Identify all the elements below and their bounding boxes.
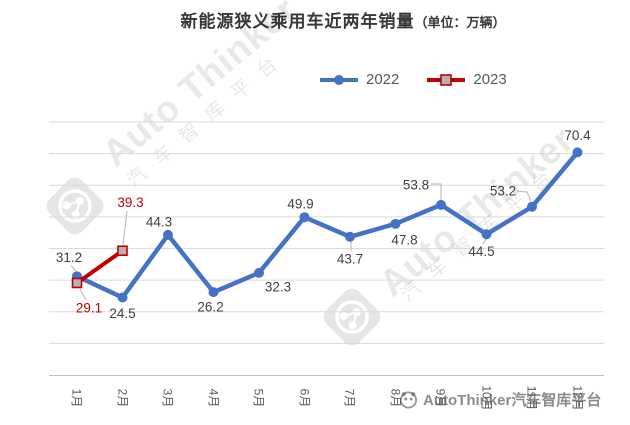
footer-watermark-text: AutoThinker汽车智库平台 bbox=[423, 392, 602, 409]
data-label-2022: 49.9 bbox=[287, 197, 313, 212]
data-label-2022: 47.8 bbox=[391, 232, 417, 247]
data-label-2023: 39.3 bbox=[117, 195, 143, 210]
data-label-2022: 31.2 bbox=[56, 250, 82, 265]
data-label-2022: 70.4 bbox=[564, 128, 591, 143]
footer-watermark: AutoThinker汽车智库平台 bbox=[399, 389, 601, 410]
data-label-2022: 43.7 bbox=[337, 251, 363, 266]
data-label-2022: 26.2 bbox=[197, 300, 223, 315]
data-label-2022: 32.3 bbox=[265, 279, 291, 294]
chart-title: 新能源狭义乘用车近两年销量（单位：万辆） bbox=[0, 7, 630, 32]
legend-label-2023: 2023 bbox=[473, 71, 507, 88]
footer-logo-icon bbox=[400, 391, 417, 409]
x-axis-label: 5月 bbox=[251, 388, 266, 408]
x-axis-label: 1月 bbox=[69, 388, 84, 408]
legend-marker-2022-icon bbox=[320, 74, 358, 85]
legend-item-2022: 2022 bbox=[319, 71, 399, 88]
legend-item-2023: 2023 bbox=[426, 71, 507, 88]
x-axis-label: 3月 bbox=[160, 388, 175, 408]
data-label-2022: 44.5 bbox=[468, 244, 494, 259]
x-axis-label: 6月 bbox=[297, 388, 311, 408]
data-label-2022: 53.2 bbox=[490, 183, 516, 198]
chart-title-main: 新能源狭义乘用车近两年销量 bbox=[180, 12, 415, 32]
legend-marker-2023-icon bbox=[427, 73, 466, 86]
x-axis-label: 4月 bbox=[206, 388, 220, 408]
x-axis-label: 2月 bbox=[115, 388, 129, 408]
legend-label-2022: 2022 bbox=[366, 71, 400, 88]
data-label-2022: 24.5 bbox=[109, 306, 135, 321]
chart-title-unit: （单位：万辆） bbox=[414, 16, 506, 31]
legend: 2022 2023 bbox=[319, 71, 507, 88]
data-label-2023: 29.1 bbox=[76, 300, 102, 315]
data-label-2022: 53.8 bbox=[403, 177, 429, 192]
data-label-2022: 44.3 bbox=[146, 214, 172, 229]
x-axis-label: 7月 bbox=[342, 388, 357, 408]
